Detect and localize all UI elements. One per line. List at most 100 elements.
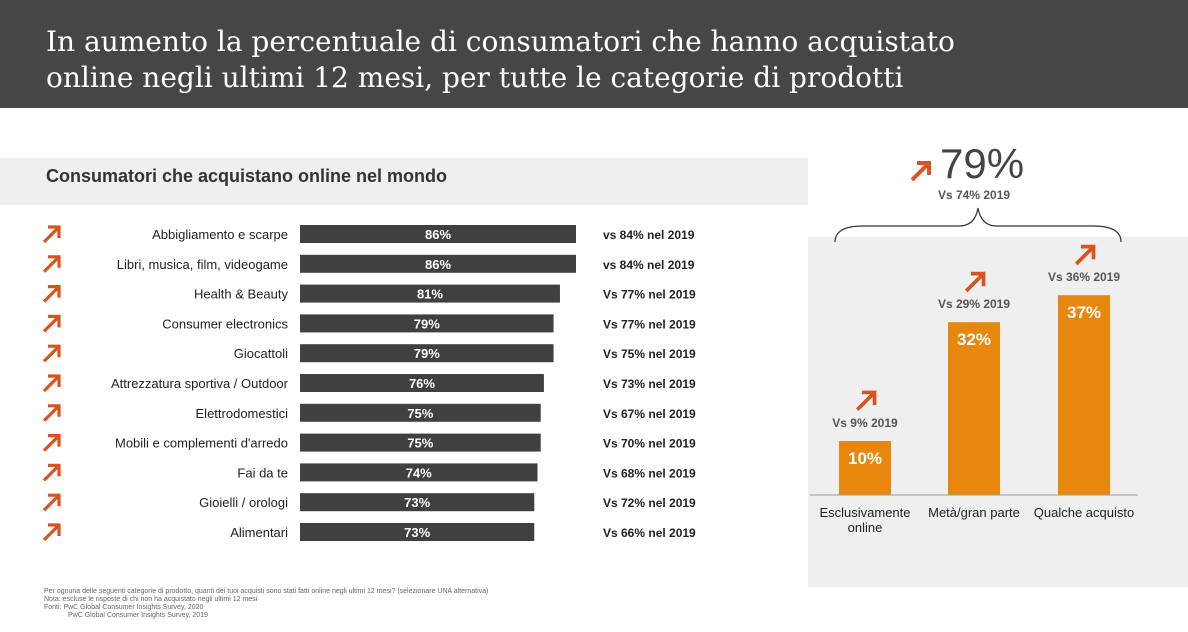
share-bar-value: 10% xyxy=(848,449,882,468)
category-label: Consumer electronics xyxy=(162,316,288,331)
footnote-note: Nota: escluse le risposte di chi non ha … xyxy=(44,596,258,603)
share-category-label: Metà/gran parte xyxy=(928,505,1020,520)
category-bar xyxy=(300,374,544,392)
arrow-up-right-icon xyxy=(42,463,61,482)
category-label: Elettrodomestici xyxy=(196,406,289,421)
arrow-up-right-icon xyxy=(42,404,61,422)
category-label: Fai da te xyxy=(237,465,288,480)
category-vs-2019: Vs 68% nel 2019 xyxy=(603,466,696,480)
arrow-up-right-icon-shape xyxy=(42,374,61,393)
page-title-line-1: In aumento la percentuale di consumatori… xyxy=(46,25,955,58)
category-bar xyxy=(300,314,554,333)
arrow-up-right-icon-shape xyxy=(42,493,61,512)
arrow-up-right-icon-shape xyxy=(855,390,877,412)
category-label: Alimentari xyxy=(230,525,288,540)
category-bar xyxy=(300,225,576,243)
share-bar xyxy=(839,441,891,495)
arrow-up-right-icon xyxy=(42,284,61,303)
category-bar-value: 73% xyxy=(404,525,430,540)
footnote-source-2: PwC Global Consumer Insights Survey, 201… xyxy=(68,612,208,619)
category-bar-value: 79% xyxy=(414,346,440,361)
category-label: Attrezzatura sportiva / Outdoor xyxy=(111,376,289,391)
arrow-up-right-icon xyxy=(42,225,61,244)
footnote-question: Per ognuna delle seguenti categorie di p… xyxy=(44,588,489,595)
category-bar xyxy=(300,254,576,273)
share-category-label-line: Qualche acquisto xyxy=(1034,505,1134,520)
category-bar-value: 86% xyxy=(425,227,451,242)
category-vs-2019: vs 84% nel 2019 xyxy=(603,228,695,242)
category-vs-2019: Vs 72% nel 2019 xyxy=(603,496,696,510)
arrow-up-right-icon-shape xyxy=(42,284,61,303)
category-label: Mobili e complementi d'arredo xyxy=(115,436,288,451)
arrow-up-right-icon xyxy=(855,390,877,412)
share-category-label-line: Metà/gran parte xyxy=(928,505,1020,520)
category-label: Giocattoli xyxy=(234,346,288,361)
arrow-up-right-icon-shape xyxy=(42,404,61,422)
arrow-up-right-icon xyxy=(964,271,986,293)
category-bar xyxy=(300,344,554,363)
category-vs-2019: Vs 67% nel 2019 xyxy=(603,407,696,421)
arrow-up-right-icon-shape xyxy=(42,434,61,452)
header-bar: In aumento la percentuale di consumatori… xyxy=(0,0,1188,108)
share-category-label: Qualche acquisto xyxy=(1034,505,1134,520)
category-vs-2019: Vs 75% nel 2019 xyxy=(603,347,696,361)
curly-brace xyxy=(834,207,1122,243)
category-bar xyxy=(300,493,535,512)
arrow-up-right-icon xyxy=(42,523,61,542)
share-bar xyxy=(1058,295,1110,495)
category-vs-2019: Vs 73% nel 2019 xyxy=(603,377,696,391)
headline-percent: 79% xyxy=(940,140,1025,187)
category-bar-value: 81% xyxy=(417,287,443,302)
category-bar xyxy=(300,463,538,482)
category-bar-chart: Abbigliamento e scarpe 86% vs 84% nel 2019… xyxy=(42,225,696,542)
arrow-up-right-icon xyxy=(910,161,931,182)
category-vs-2019: Vs 77% nel 2019 xyxy=(603,288,696,302)
category-bar xyxy=(300,523,535,541)
category-bar-value: 76% xyxy=(409,376,435,391)
share-vs-2019: Vs 36% 2019 xyxy=(1048,270,1120,284)
subtitle-band: Consumatori che acquistano online nel mo… xyxy=(0,158,808,205)
category-bar-value: 75% xyxy=(407,436,433,451)
category-vs-2019: Vs 66% nel 2019 xyxy=(603,526,696,540)
arrow-up-right-icon xyxy=(1074,244,1096,266)
category-vs-2019: Vs 70% nel 2019 xyxy=(603,437,696,451)
share-bar xyxy=(948,322,1000,495)
arrow-up-right-icon-shape xyxy=(42,314,61,333)
footnote-source: Fonti: PwC Global Consumer Insights Surv… xyxy=(44,604,204,611)
share-category-label: Esclusivamente online xyxy=(819,505,910,535)
category-label: Gioielli / orologi xyxy=(199,495,288,510)
category-label: Abbigliamento e scarpe xyxy=(152,227,288,242)
headline-vs: Vs 74% 2019 xyxy=(938,188,1011,202)
category-bar-value: 73% xyxy=(404,495,430,510)
category-bar-value: 75% xyxy=(407,406,433,421)
category-vs-2019: vs 84% nel 2019 xyxy=(603,258,695,272)
arrow-up-right-icon xyxy=(42,314,61,333)
arrow-up-right-icon-shape xyxy=(1074,244,1096,266)
category-bar-value: 86% xyxy=(425,257,451,272)
page-title-line-2: online negli ultimi 12 mesi, per tutte l… xyxy=(46,61,904,94)
arrow-up-right-icon xyxy=(42,344,61,363)
share-vs-2019: Vs 29% 2019 xyxy=(938,297,1010,311)
arrow-up-right-icon xyxy=(42,493,61,512)
category-bar-value: 74% xyxy=(406,465,432,480)
arrow-up-right-icon xyxy=(42,374,61,393)
category-bar xyxy=(300,433,541,452)
arrow-up-right-icon-shape xyxy=(42,523,61,542)
category-label: Health & Beauty xyxy=(194,287,288,302)
arrow-up-right-icon-shape xyxy=(42,344,61,363)
arrow-up-right-icon xyxy=(42,434,61,452)
arrow-up-right-icon xyxy=(42,255,61,273)
share-category-label-line: online xyxy=(848,520,883,535)
page-title: In aumento la percentuale di consumatori… xyxy=(46,24,1146,96)
arrow-up-right-icon-shape xyxy=(42,225,61,244)
category-label: Libri, musica, film, videogame xyxy=(117,257,288,272)
headline-block: 79% Vs 74% 2019 xyxy=(908,140,1108,210)
category-bar xyxy=(300,403,541,422)
arrow-up-right-icon-shape xyxy=(42,255,61,273)
arrow-up-right-icon-shape xyxy=(42,463,61,482)
category-bar-value: 79% xyxy=(414,316,440,331)
share-bar-chart: 10% Vs 9% 2019 Esclusivamente online 32% Vs 2… xyxy=(810,244,1138,535)
share-category-label-line: Esclusivamente xyxy=(819,505,910,520)
arrow-up-right-icon-shape xyxy=(964,271,986,293)
footnote: Per ognuna delle seguenti categorie di p… xyxy=(44,588,844,620)
